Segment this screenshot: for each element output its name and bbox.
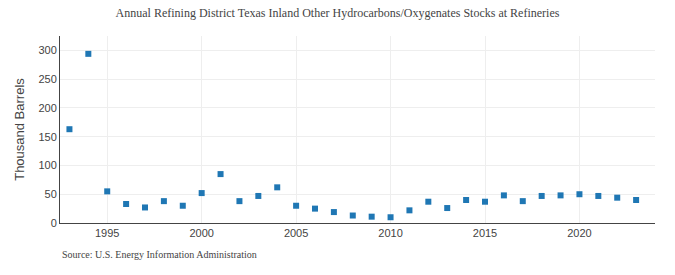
svg-text:Thousand Barrels: Thousand Barrels xyxy=(12,78,27,181)
svg-text:150: 150 xyxy=(38,131,56,143)
svg-text:250: 250 xyxy=(38,73,56,85)
svg-text:Source: U.S. Energy Informatio: Source: U.S. Energy Information Administ… xyxy=(62,249,257,260)
svg-text:1995: 1995 xyxy=(95,227,119,239)
svg-text:2000: 2000 xyxy=(189,227,213,239)
svg-text:Annual Refining District Texas: Annual Refining District Texas Inland Ot… xyxy=(116,6,560,20)
svg-text:300: 300 xyxy=(38,44,56,56)
svg-text:2015: 2015 xyxy=(473,227,497,239)
svg-text:2005: 2005 xyxy=(284,227,308,239)
svg-text:50: 50 xyxy=(45,188,57,200)
svg-text:100: 100 xyxy=(38,159,56,171)
svg-text:200: 200 xyxy=(38,102,56,114)
svg-text:2010: 2010 xyxy=(378,227,402,239)
svg-text:0: 0 xyxy=(51,217,57,229)
svg-text:2020: 2020 xyxy=(567,227,591,239)
